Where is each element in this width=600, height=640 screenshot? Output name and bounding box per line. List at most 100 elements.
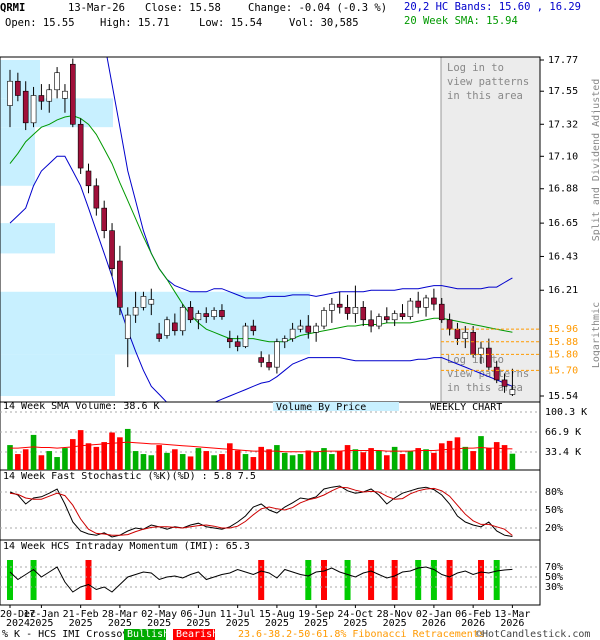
y-tick-label: 66.9 K: [545, 427, 581, 438]
candle-body: [446, 319, 453, 330]
y-tick-label: 15.54: [548, 391, 578, 402]
volume-bar: [289, 455, 296, 470]
y-tick-label: 100.3 K: [545, 407, 587, 418]
x-tick-label: 21-Feb: [63, 609, 99, 620]
volume-bar: [438, 443, 445, 470]
date: 13-Mar-26: [68, 2, 125, 14]
change: Change: -0.04 (-0.3 %): [248, 2, 387, 14]
candle-body: [117, 260, 123, 308]
candle-body: [329, 303, 335, 311]
vbp-label-bg: [273, 402, 399, 411]
volume-by-price-bar: [0, 291, 310, 355]
candle-body: [93, 185, 100, 209]
y-tick-label: 17.32: [548, 119, 578, 130]
volume-bar: [124, 428, 131, 470]
volume-bar: [313, 451, 319, 470]
lower-band: [9, 155, 513, 402]
imi-line: [9, 566, 513, 593]
x-tick-label: 11-Jul: [220, 609, 256, 620]
candle-body: [470, 332, 476, 355]
x-year-label: 2025: [226, 618, 250, 629]
crossover-bar: [391, 560, 398, 600]
volume-bar: [384, 455, 390, 470]
sma-line: [9, 115, 513, 343]
close: Close: 15.58: [145, 2, 221, 14]
upper-band: [106, 57, 513, 299]
crossover-bar: [258, 560, 265, 600]
notice: view patterns: [447, 368, 529, 380]
x-tick-label: 20-Dec: [0, 609, 36, 620]
copyright: ©HotCandlestick.com: [476, 629, 590, 640]
x-tick-label: 24-Oct: [337, 609, 373, 620]
volume-bar: [486, 448, 492, 470]
volume-bar: [376, 450, 382, 470]
volume-bar: [391, 446, 398, 470]
candle-body: [454, 328, 461, 339]
stoch-line: [9, 485, 513, 538]
candle-body: [148, 299, 155, 305]
crossover-bar: [415, 560, 422, 600]
candle-body: [7, 80, 13, 106]
volume-bar: [462, 446, 469, 470]
candle-body: [15, 80, 21, 96]
volume-bar: [85, 443, 92, 470]
candle-body: [172, 322, 178, 332]
candle-body: [313, 325, 319, 333]
volume-bar: [399, 454, 406, 470]
fib-label: 15.70: [548, 365, 578, 376]
notice: view patterns: [447, 76, 529, 88]
volume-bar: [266, 449, 272, 470]
footer-bullish: Bullish: [127, 629, 169, 640]
volume-bar: [352, 449, 359, 470]
volume-bar: [321, 448, 327, 470]
candle-body: [509, 389, 516, 395]
volume-bar: [164, 452, 170, 470]
volume-bar: [15, 454, 21, 470]
symbol: QRMI: [0, 2, 25, 14]
x-year-label: 2025: [383, 618, 407, 629]
crossover-bar: [493, 560, 500, 600]
y-tick-label: 30%: [545, 582, 563, 593]
crossover-bar: [368, 560, 375, 600]
volume-bar: [305, 450, 312, 470]
candle-body: [501, 379, 508, 387]
candle-body: [219, 310, 225, 317]
volume-bar: [509, 453, 516, 470]
candle-body: [352, 306, 359, 314]
y-tick-label: 16.88: [548, 184, 578, 195]
crossover-bar: [85, 560, 92, 600]
x-year-label: 2024: [6, 618, 30, 629]
volume-bar: [470, 451, 476, 470]
candle-body: [399, 313, 406, 317]
x-tick-label: 28-Nov: [377, 609, 413, 620]
fib-label: 15.80: [548, 349, 578, 360]
volume-bar: [431, 452, 437, 470]
volume-bar: [117, 437, 123, 470]
candle-body: [258, 357, 265, 363]
candle-body: [266, 362, 272, 368]
volume-bar: [38, 455, 45, 470]
y-tick-label: 50%: [545, 505, 563, 516]
volume-bar: [297, 454, 304, 470]
crossover-bar: [478, 560, 484, 600]
candle-body: [376, 316, 382, 327]
volume-bar: [140, 454, 147, 470]
candle-body: [109, 230, 115, 269]
fib-label: 15.96: [548, 324, 578, 335]
volume-bar: [172, 449, 178, 470]
candle-body: [85, 170, 92, 187]
candle-body: [289, 328, 296, 339]
volume-bar: [446, 440, 453, 470]
volume-sma: [10, 441, 513, 453]
imi-frame: [0, 539, 541, 606]
candle-body: [305, 325, 312, 333]
x-year-label: 2025: [186, 618, 210, 629]
x-year-label: 2025: [147, 618, 171, 629]
candle-body: [360, 306, 367, 321]
candle-body: [415, 300, 422, 308]
volume-bar: [93, 446, 100, 470]
crossover-bar: [30, 560, 37, 600]
volume-bar: [54, 457, 60, 470]
x-year-label: 2025: [304, 618, 328, 629]
volume-bar: [478, 436, 484, 470]
